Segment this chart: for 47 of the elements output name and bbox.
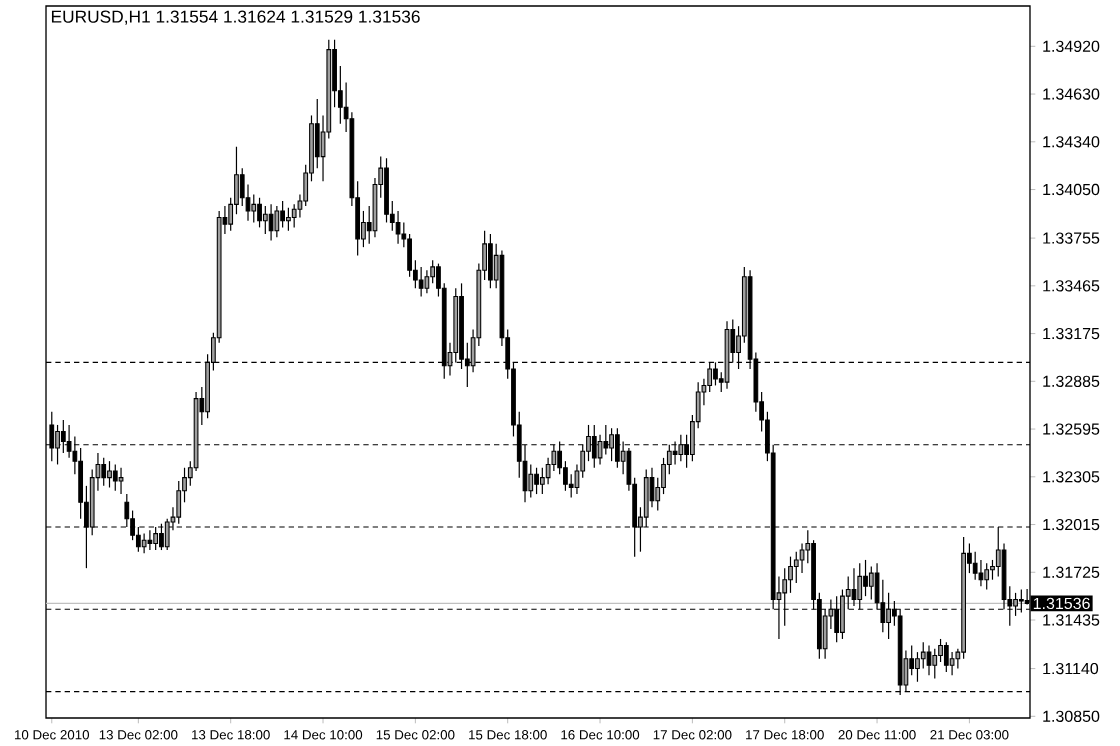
candlestick [868, 565, 874, 601]
candlestick [251, 193, 257, 224]
candlestick [978, 559, 984, 587]
candlestick [857, 562, 863, 610]
candlestick [112, 463, 118, 492]
candlestick [274, 205, 280, 238]
candlestick [257, 197, 262, 228]
candlestick [534, 467, 539, 495]
y-tick-label: 1.32885 [1043, 375, 1100, 387]
y-tick-label: 1.34050 [1043, 183, 1100, 196]
y-tick-label: 1.33755 [1043, 232, 1100, 244]
y-tick-label: 1.30850 [1043, 710, 1100, 722]
candlestick [863, 559, 868, 597]
y-tick-label: 1.34340 [1043, 136, 1100, 148]
candlestick [107, 460, 112, 489]
candlestick [101, 457, 107, 487]
candlestick [268, 203, 274, 242]
candlestick [926, 644, 932, 676]
candlestick [384, 157, 389, 224]
chart-title: EURUSD,H1 1.31554 1.31624 1.31529 1.31536 [51, 10, 420, 25]
candlestick [834, 595, 840, 643]
candlestick [147, 529, 153, 551]
candlestick [972, 551, 978, 581]
y-tick-label: 1.33175 [1043, 327, 1100, 340]
y-tick-label: 1.32305 [1043, 471, 1100, 483]
candlestick [118, 467, 124, 495]
candlestick [262, 205, 268, 235]
candlestick [141, 533, 147, 554]
candlestick [280, 200, 286, 228]
y-tick-label: 1.33465 [1043, 280, 1100, 292]
y-tick-label: 1.31435 [1043, 614, 1100, 626]
y-tick-label: 1.32595 [1043, 423, 1100, 435]
candlestick [286, 207, 291, 232]
candlestick [603, 424, 609, 456]
y-tick-label: 1.31725 [1043, 566, 1100, 578]
candlestick [418, 266, 424, 298]
candlestick [488, 233, 493, 289]
y-tick-label: 1.34920 [1043, 40, 1100, 52]
y-tick-label: 1.32015 [1043, 518, 1100, 531]
candlestick [949, 651, 955, 676]
candlestick [528, 463, 534, 498]
candlestick [851, 567, 857, 607]
ref-line-label: 1.31536 [1033, 597, 1090, 610]
y-tick-label: 1.34630 [1043, 88, 1100, 100]
candlestick [984, 562, 990, 591]
candlestick [943, 641, 949, 673]
y-tick-label: 1.31140 [1043, 662, 1099, 675]
